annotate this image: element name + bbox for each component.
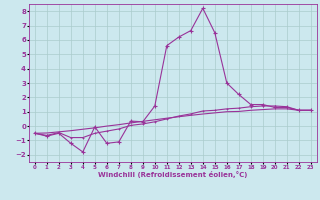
X-axis label: Windchill (Refroidissement éolien,°C): Windchill (Refroidissement éolien,°C) [98,171,247,178]
